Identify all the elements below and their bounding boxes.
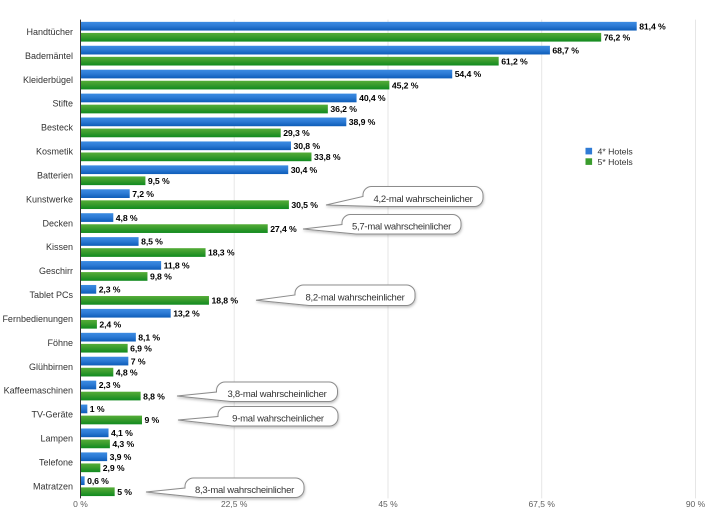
svg-text:8,8 %: 8,8 % bbox=[143, 391, 165, 401]
svg-text:1 %: 1 % bbox=[90, 404, 105, 414]
svg-text:90 %: 90 % bbox=[686, 499, 706, 509]
svg-text:76,2 %: 76,2 % bbox=[604, 32, 631, 42]
svg-text:Handtücher: Handtücher bbox=[26, 27, 73, 37]
svg-text:Tablet PCs: Tablet PCs bbox=[29, 290, 73, 300]
svg-text:Decken: Decken bbox=[42, 218, 73, 228]
svg-text:9,5 %: 9,5 % bbox=[148, 176, 170, 186]
svg-text:8,5 %: 8,5 % bbox=[141, 237, 163, 247]
svg-text:Kosmetik: Kosmetik bbox=[36, 147, 74, 157]
svg-text:Batterien: Batterien bbox=[37, 170, 73, 180]
svg-text:38,9 %: 38,9 % bbox=[349, 117, 376, 127]
svg-text:Kissen: Kissen bbox=[46, 242, 73, 252]
svg-text:0 %: 0 % bbox=[73, 499, 88, 509]
svg-text:9,8 %: 9,8 % bbox=[150, 272, 172, 282]
svg-text:Kaffeemaschinen: Kaffeemaschinen bbox=[4, 386, 73, 396]
svg-text:7,2 %: 7,2 % bbox=[132, 189, 154, 199]
svg-text:3,9 %: 3,9 % bbox=[110, 452, 132, 462]
svg-text:Bademäntel: Bademäntel bbox=[25, 51, 73, 61]
svg-text:Föhne: Föhne bbox=[47, 338, 73, 348]
svg-text:TV-Geräte: TV-Geräte bbox=[31, 410, 73, 420]
svg-text:2,3 %: 2,3 % bbox=[99, 285, 121, 295]
svg-text:Telefone: Telefone bbox=[39, 457, 73, 467]
svg-text:Geschirr: Geschirr bbox=[39, 266, 73, 276]
svg-text:6,9 %: 6,9 % bbox=[130, 343, 152, 353]
svg-text:8,1 %: 8,1 % bbox=[138, 332, 160, 342]
svg-text:4* Hotels: 4* Hotels bbox=[598, 147, 634, 157]
svg-text:36,2 %: 36,2 % bbox=[330, 104, 357, 114]
svg-text:9 %: 9 % bbox=[145, 415, 160, 425]
svg-text:2,4 %: 2,4 % bbox=[99, 319, 121, 329]
svg-text:5,7-mal wahrscheinlicher: 5,7-mal wahrscheinlicher bbox=[352, 222, 451, 233]
svg-text:Besteck: Besteck bbox=[41, 123, 74, 133]
svg-text:Fernbedienungen: Fernbedienungen bbox=[2, 314, 73, 324]
svg-text:27,4 %: 27,4 % bbox=[270, 224, 297, 234]
svg-text:30,8 %: 30,8 % bbox=[294, 141, 321, 151]
svg-text:5 %: 5 % bbox=[117, 487, 132, 497]
svg-text:22,5 %: 22,5 % bbox=[221, 499, 248, 509]
svg-text:54,4 %: 54,4 % bbox=[455, 69, 482, 79]
svg-text:4,3 %: 4,3 % bbox=[112, 439, 134, 449]
svg-text:Stifte: Stifte bbox=[52, 99, 73, 109]
svg-text:11,8 %: 11,8 % bbox=[164, 261, 190, 271]
svg-text:Lampen: Lampen bbox=[40, 434, 73, 444]
svg-text:45,2 %: 45,2 % bbox=[392, 80, 419, 90]
svg-text:30,5 %: 30,5 % bbox=[291, 200, 318, 210]
svg-text:45 %: 45 % bbox=[378, 499, 398, 509]
svg-text:67,5 %: 67,5 % bbox=[528, 499, 555, 509]
svg-text:18,3 %: 18,3 % bbox=[208, 248, 235, 258]
svg-text:33,8 %: 33,8 % bbox=[314, 152, 341, 162]
svg-text:9-mal wahrscheinlicher: 9-mal wahrscheinlicher bbox=[232, 414, 324, 425]
svg-text:Matratzen: Matratzen bbox=[33, 481, 73, 491]
svg-text:8,2-mal wahrscheinlicher: 8,2-mal wahrscheinlicher bbox=[305, 293, 404, 304]
svg-text:68,7 %: 68,7 % bbox=[552, 45, 579, 55]
svg-text:30,4 %: 30,4 % bbox=[291, 165, 318, 175]
svg-text:4,8 %: 4,8 % bbox=[116, 367, 138, 377]
svg-text:Kleiderbügel: Kleiderbügel bbox=[23, 75, 73, 85]
svg-text:40,4 %: 40,4 % bbox=[359, 93, 386, 103]
svg-text:0,6 %: 0,6 % bbox=[87, 476, 109, 486]
svg-text:8,3-mal wahrscheinlicher: 8,3-mal wahrscheinlicher bbox=[195, 485, 294, 496]
svg-text:61,2 %: 61,2 % bbox=[501, 56, 528, 66]
svg-text:29,3 %: 29,3 % bbox=[283, 128, 310, 138]
svg-text:13,2 %: 13,2 % bbox=[173, 308, 200, 318]
svg-text:Kunstwerke: Kunstwerke bbox=[26, 194, 73, 204]
svg-text:Glühbirnen: Glühbirnen bbox=[29, 362, 73, 372]
svg-text:81,4 %: 81,4 % bbox=[639, 21, 666, 31]
svg-text:3,8-mal wahrscheinlicher: 3,8-mal wahrscheinlicher bbox=[227, 389, 326, 400]
svg-text:4,8 %: 4,8 % bbox=[116, 213, 138, 223]
svg-text:2,9 %: 2,9 % bbox=[103, 463, 125, 473]
svg-text:18,8 %: 18,8 % bbox=[212, 296, 239, 306]
svg-text:2,3 %: 2,3 % bbox=[99, 380, 121, 390]
svg-text:4,1 %: 4,1 % bbox=[111, 428, 133, 438]
svg-text:5* Hotels: 5* Hotels bbox=[598, 157, 634, 167]
svg-text:7 %: 7 % bbox=[131, 356, 146, 366]
svg-text:4,2-mal wahrscheinlicher: 4,2-mal wahrscheinlicher bbox=[373, 194, 472, 205]
